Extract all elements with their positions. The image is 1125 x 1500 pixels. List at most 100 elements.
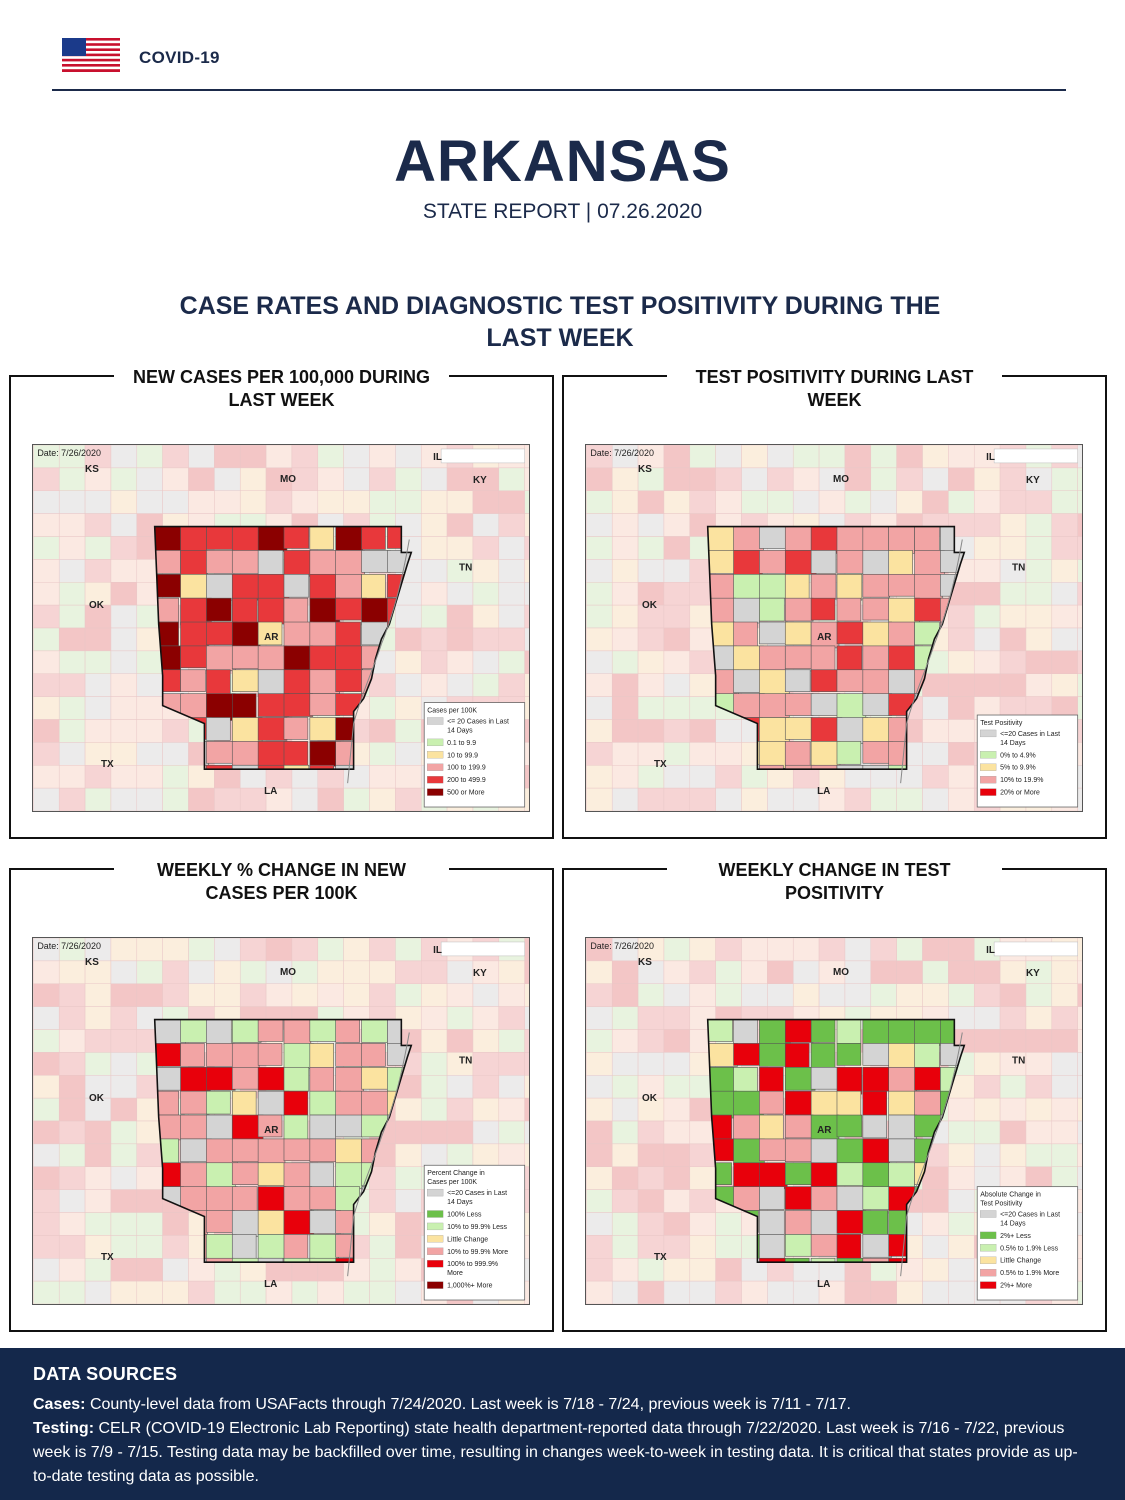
- map-credit-box: [993, 448, 1078, 464]
- state-label-tn: TN: [1012, 1055, 1025, 1066]
- map-legend: Cases per 100K <= 20 Cases in Last 14 Days…: [423, 702, 526, 808]
- legend-swatch: [427, 1188, 444, 1197]
- legend-label: 0.5% to 1.9% Less: [1000, 1245, 1059, 1252]
- legend-label: <=20 Cases in Last: [1000, 1211, 1060, 1218]
- state-label-il: IL: [433, 945, 442, 956]
- map-date: Date: 7/26/2020: [37, 941, 101, 951]
- legend-swatch: [980, 776, 997, 784]
- covid-label: COVID-19: [139, 48, 220, 67]
- arkansas-outline: [153, 525, 413, 771]
- state-label-ok: OK: [642, 1093, 658, 1104]
- legend-title: Test Positivity: [980, 1201, 1023, 1208]
- map-panel-weekly-change-positivity: WEEKLY CHANGE IN TEST POSITIVITY Date: 7…: [562, 859, 1107, 1332]
- legend-swatch: [980, 1231, 997, 1240]
- legend-label: 10% to 19.9%: [1000, 777, 1043, 784]
- state-label-ar: AR: [264, 1125, 278, 1136]
- legend-swatch: [427, 1210, 444, 1218]
- arkansas-outline: [706, 1018, 966, 1264]
- map-date: Date: 7/26/2020: [37, 448, 101, 458]
- map-credit-box: [440, 941, 525, 957]
- state-label-ok: OK: [642, 600, 658, 611]
- us-flag-icon: [62, 38, 120, 72]
- legend-label: 2%+ More: [1000, 1283, 1032, 1290]
- legend-title: Percent Change in: [427, 1170, 485, 1177]
- legend-swatch: [980, 1256, 997, 1264]
- legend-label: 14 Days: [1000, 1220, 1026, 1227]
- legend-swatch: [980, 788, 997, 796]
- page-title: ARKANSAS: [394, 129, 731, 194]
- state-label-mo: MO: [280, 967, 296, 978]
- panel-title: WEEKLY CHANGE IN TEST POSITIVITY: [667, 859, 1002, 905]
- legend-label: More: [447, 1270, 463, 1277]
- data-sources-footer: DATA SOURCES Cases: County-level data fr…: [0, 1348, 1125, 1500]
- legend-label: <= 20 Cases in Last: [447, 718, 509, 725]
- state-label-la: LA: [817, 1279, 830, 1290]
- legend-swatch: [980, 763, 997, 771]
- state-label-ks: KS: [638, 464, 652, 475]
- state-label-mo: MO: [280, 474, 296, 485]
- state-label-la: LA: [264, 1279, 277, 1290]
- legend-swatch: [427, 1260, 444, 1268]
- legend-swatch: [980, 1269, 997, 1277]
- footer-title: DATA SOURCES: [33, 1364, 178, 1384]
- river-line: [347, 539, 410, 784]
- report-header: COVID-19: [0, 0, 1125, 95]
- legend-label: 2%+ Less: [1000, 1233, 1031, 1240]
- legend-swatch: [427, 788, 444, 796]
- map-panel-test-positivity: TEST POSITIVITY DURING LAST WEEK Date: 7…: [562, 366, 1107, 839]
- choropleth-map-weekly-change-positivity: Date: 7/26/2020 KS MO KY TN OK AR TX LA IL Absolut…: [585, 937, 1083, 1305]
- panel-title: NEW CASES PER 100,000 DURING LAST WEEK: [114, 366, 449, 412]
- legend-title: Test Positivity: [980, 720, 1023, 727]
- state-label-mo: MO: [833, 967, 849, 978]
- legend-label: 20% or More: [1000, 790, 1040, 797]
- legend-swatch: [427, 1235, 444, 1243]
- legend-label: 5% to 9.9%: [1000, 765, 1036, 772]
- legend-label: <=20 Cases in Last: [447, 1190, 507, 1197]
- legend-label: 100% to 999.9%: [447, 1261, 498, 1268]
- state-label-ks: KS: [638, 957, 652, 968]
- legend-swatch: [427, 738, 444, 747]
- map-date: Date: 7/26/2020: [590, 448, 654, 458]
- state-label-ky: KY: [1026, 968, 1040, 979]
- legend-label: 10% to 99.9% Less: [447, 1224, 507, 1231]
- legend-label: <=20 Cases in Last: [1000, 731, 1060, 738]
- legend-label: Little Change: [1000, 1258, 1041, 1265]
- state-label-il: IL: [433, 452, 442, 463]
- legend-label: 10% to 99.9% More: [447, 1249, 508, 1256]
- panel-title: WEEKLY % CHANGE IN NEW CASES PER 100K: [114, 859, 449, 905]
- panel-title: TEST POSITIVITY DURING LAST WEEK: [667, 366, 1002, 412]
- river-line: [900, 1032, 963, 1277]
- state-label-il: IL: [986, 945, 995, 956]
- page-subtitle: STATE REPORT | 07.26.2020: [422, 200, 703, 223]
- state-label-tn: TN: [459, 1055, 472, 1066]
- legend-label: 100% Less: [447, 1211, 482, 1218]
- choropleth-map-new-cases: Date: 7/26/2020 KS MO KY TN OK AR TX LA IL Cases p…: [32, 444, 530, 812]
- arkansas-outline: [153, 1018, 413, 1264]
- state-label-tx: TX: [101, 759, 114, 770]
- state-label-tn: TN: [459, 562, 472, 573]
- state-label-ky: KY: [473, 475, 487, 486]
- legend-label: 14 Days: [447, 1199, 473, 1206]
- legend-swatch: [980, 751, 997, 759]
- map-legend: Test Positivity <=20 Cases in Last 14 Days…: [976, 714, 1079, 808]
- state-label-tn: TN: [1012, 562, 1025, 573]
- map-date: Date: 7/26/2020: [590, 941, 654, 951]
- legend-label: 10 to 99.9: [447, 752, 478, 759]
- header-divider: [52, 89, 1066, 91]
- legend-label: 200 to 499.9: [447, 777, 486, 784]
- arkansas-counties: [707, 1019, 965, 1263]
- state-label-ks: KS: [85, 464, 99, 475]
- section-title: CASE RATES AND DIAGNOSTIC TEST POSITIVIT…: [179, 292, 941, 352]
- legend-title: Absolute Change in: [980, 1192, 1041, 1199]
- choropleth-map-weekly-change-cases: Date: 7/26/2020 KS MO KY TN OK AR TX LA IL Percent…: [32, 937, 530, 1305]
- state-label-tx: TX: [654, 1252, 667, 1263]
- state-label-mo: MO: [833, 474, 849, 485]
- arkansas-outline: [706, 525, 966, 771]
- legend-swatch: [980, 1244, 997, 1252]
- choropleth-map-test-positivity: Date: 7/26/2020 KS MO KY TN OK AR TX LA IL Test Po…: [585, 444, 1083, 812]
- state-label-tx: TX: [101, 1252, 114, 1263]
- river-line: [347, 1032, 410, 1277]
- legend-swatch: [427, 717, 444, 725]
- map-legend: Percent Change in Cases per 100K <=20 Case…: [423, 1164, 526, 1301]
- cases-source: Cases: County-level data from USAFacts t…: [33, 1396, 851, 1413]
